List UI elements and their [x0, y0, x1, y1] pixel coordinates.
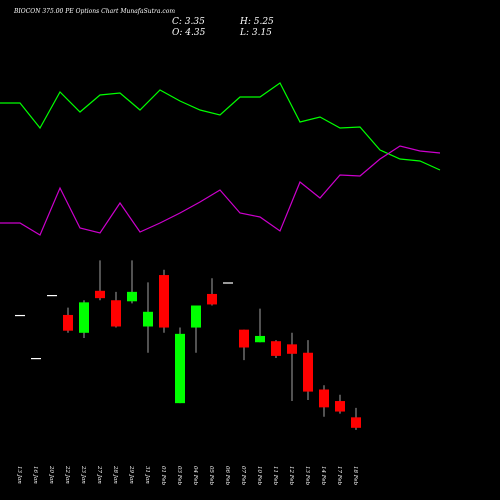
candle-body — [191, 305, 201, 328]
x-tick-label: 03 Feb — [176, 466, 182, 486]
x-tick-label: 28 Jan — [112, 465, 118, 484]
candle-body — [335, 401, 345, 412]
candle-body — [159, 275, 169, 328]
x-tick-label: 22 Jan — [64, 465, 70, 484]
open-label: O: 4.35 — [172, 28, 206, 38]
candle-body — [47, 295, 57, 297]
candle-body — [79, 302, 89, 333]
x-tick-label: 01 Feb — [160, 466, 166, 486]
candle-body — [351, 417, 361, 428]
candle-body — [287, 344, 297, 354]
chart-title: BIOCON 375.00 PE Options Chart MunafaSut… — [13, 8, 175, 15]
x-tick-label: 11 Feb — [272, 466, 278, 486]
x-tick-label: 13 Feb — [304, 466, 310, 486]
x-tick-label: 20 Jan — [48, 465, 54, 484]
candle-body — [271, 341, 281, 356]
x-tick-label: 05 Feb — [208, 466, 214, 486]
candle-body — [303, 352, 313, 392]
candle-body — [175, 333, 185, 404]
candle-body — [319, 389, 329, 408]
x-tick-label: 06 Feb — [224, 466, 230, 486]
candle-body — [207, 293, 217, 305]
x-tick-label: 10 Feb — [256, 466, 262, 486]
x-tick-label: 14 Feb — [320, 466, 326, 486]
candle-body — [239, 329, 249, 348]
x-tick-label: 18 Feb — [352, 466, 358, 486]
candle-body — [15, 314, 25, 317]
candle-body — [31, 358, 41, 360]
x-tick-label: 07 Feb — [240, 466, 246, 486]
x-tick-label: 27 Jan — [96, 465, 102, 484]
x-tick-label: 17 Feb — [336, 466, 342, 486]
x-tick-label: 16 Jan — [32, 466, 38, 484]
candle-body — [63, 314, 73, 331]
x-tick-label: 23 Jan — [80, 465, 86, 484]
close-label: C: 3.35 — [172, 17, 205, 27]
candle-body — [255, 335, 265, 343]
x-tick-label: 12 Feb — [288, 466, 294, 486]
indicator-line — [0, 145, 441, 236]
candle-body — [127, 291, 137, 302]
high-label: H: 5.25 — [239, 17, 274, 27]
candle-body — [95, 290, 105, 299]
candle-body — [223, 282, 233, 284]
low-label: L: 3.15 — [239, 28, 272, 38]
candle-body — [111, 300, 121, 327]
x-tick-label: 04 Feb — [192, 466, 198, 486]
x-tick-label: 31 Jan — [144, 466, 150, 484]
indicator-line — [0, 82, 441, 171]
x-tick-label: 29 Jan — [128, 465, 134, 484]
candle-body — [143, 311, 153, 327]
x-tick-label: 13 Jan — [16, 466, 22, 484]
